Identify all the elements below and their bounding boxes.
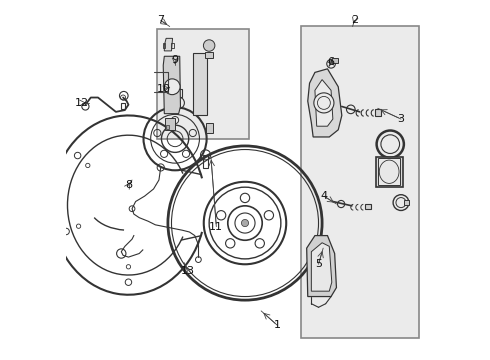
Polygon shape [163,56,180,114]
Polygon shape [308,69,342,137]
Circle shape [314,93,334,113]
Bar [166,125,170,129]
Bar [375,109,381,116]
Text: 11: 11 [209,222,223,231]
Circle shape [318,96,330,109]
Text: 10: 10 [157,84,171,94]
Bar [165,118,175,130]
Bar [121,103,125,109]
Bar [300,26,419,338]
Bar [163,42,166,48]
Bar [378,158,400,185]
Text: 13: 13 [181,266,195,276]
Polygon shape [307,235,337,297]
Bar [157,30,248,139]
Circle shape [164,79,180,95]
Polygon shape [311,243,332,291]
Text: 4: 4 [320,191,327,201]
Circle shape [242,220,248,226]
Bar [203,155,208,168]
Polygon shape [164,39,172,51]
Text: 9: 9 [172,55,179,65]
Text: 12: 12 [75,98,89,108]
Bar [176,89,182,97]
Bar [172,42,173,48]
Polygon shape [315,80,333,126]
Circle shape [203,40,215,51]
Text: 2: 2 [351,15,358,26]
Bar [205,51,214,58]
Bar [376,157,403,187]
Text: 1: 1 [274,320,281,330]
Text: 5: 5 [315,259,322,269]
Bar [366,204,371,210]
Bar [332,58,338,63]
Text: 7: 7 [157,15,164,26]
Text: 8: 8 [125,180,132,190]
Text: 6: 6 [328,57,335,67]
Bar [404,200,409,205]
Text: 3: 3 [397,114,405,124]
Bar [205,123,213,134]
Polygon shape [193,53,207,116]
